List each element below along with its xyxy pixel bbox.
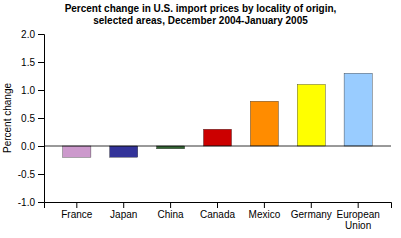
x-tick: EuropeanUnion [336, 202, 379, 231]
x-tick-label: France [61, 209, 93, 220]
x-tick-label: Mexico [249, 209, 281, 220]
y-tick-label: -1.0 [18, 197, 36, 208]
zero-line [44, 146, 391, 147]
y-tick-mark [38, 90, 44, 91]
x-tick-label: Germany [291, 209, 332, 220]
y-tick-label: 0.5 [21, 113, 35, 124]
x-tick: Mexico [249, 202, 281, 220]
y-tick-mark [38, 34, 44, 35]
bars [63, 73, 372, 157]
bar [63, 146, 91, 157]
y-tick-mark [38, 118, 44, 119]
title: Percent change in U.S. import prices by … [65, 3, 337, 26]
y-tick: -1.0 [18, 197, 44, 208]
y-axis-line [38, 35, 45, 203]
y-tick-mark [38, 174, 44, 175]
x-tick-mark [123, 202, 124, 208]
bar [203, 129, 231, 146]
bar [297, 84, 325, 146]
y-tick-label: 1.0 [21, 85, 35, 96]
y-tick-mark [38, 146, 44, 147]
x-axis: France Japan China Canada Mexico Germany Europ… [45, 202, 392, 231]
x-tick: France [61, 202, 93, 220]
x-axis-line [45, 203, 392, 209]
bar [250, 101, 278, 146]
y-tick-label: -0.5 [18, 169, 36, 180]
y-tick: 0.5 [21, 113, 44, 124]
x-tick-label: China [158, 209, 185, 220]
y-tick: 1.0 [21, 85, 44, 96]
y-tick: 1.5 [21, 57, 44, 68]
chart: Percent change in U.S. import prices by … [0, 0, 401, 238]
x-tick-mark [170, 202, 171, 208]
x-tick-mark [358, 202, 359, 208]
bar [344, 73, 372, 146]
x-tick: China [158, 202, 185, 220]
x-tick-mark [311, 202, 312, 208]
y-tick: 2.0 [21, 29, 44, 40]
y-label: Percent change [2, 83, 13, 153]
bar [110, 146, 138, 157]
y-tick-label: 2.0 [21, 29, 35, 40]
plot: -1.0 -0.5 0.0 0.5 1.0 1.5 2.0 France Japan China C… [18, 29, 392, 231]
x-tick-label: EuropeanUnion [336, 209, 379, 231]
x-tick: Germany [291, 202, 332, 220]
y-tick-label: 1.5 [21, 57, 35, 68]
y-tick-mark [38, 62, 44, 63]
x-tick-label: Japan [110, 209, 137, 220]
y-tick: -0.5 [18, 169, 44, 180]
y-axis: -1.0 -0.5 0.0 0.5 1.0 1.5 2.0 [18, 29, 45, 208]
x-tick-mark [264, 202, 265, 208]
x-tick-label: Canada [200, 209, 235, 220]
y-tick-label: 0.0 [21, 141, 35, 152]
x-tick: Canada [200, 202, 235, 220]
y-tick-mark [38, 202, 44, 203]
y-tick: 0.0 [21, 141, 44, 152]
x-tick: Japan [110, 202, 137, 220]
x-tick-mark [217, 202, 218, 208]
x-tick-mark [76, 202, 77, 208]
bar [157, 146, 185, 149]
